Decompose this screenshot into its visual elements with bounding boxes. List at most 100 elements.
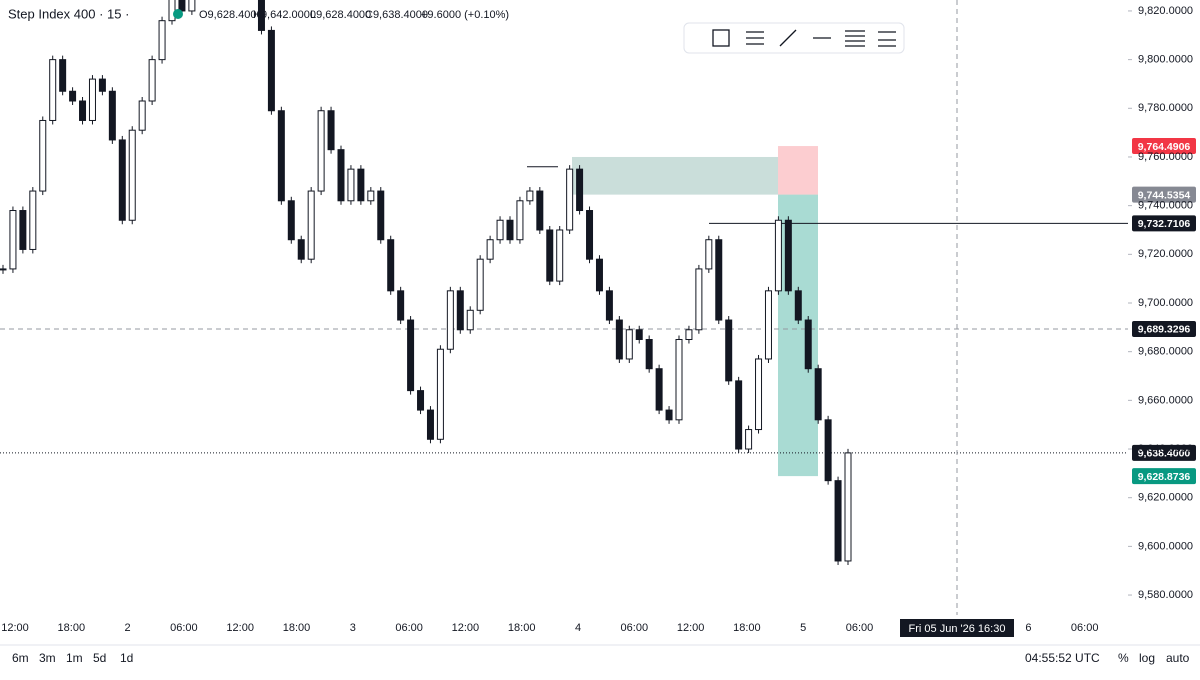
candle bbox=[178, 0, 186, 12]
candle bbox=[556, 229, 564, 282]
candle bbox=[88, 78, 96, 121]
y-tick-label: 9,620.0000 bbox=[1138, 492, 1193, 504]
range-button[interactable]: 1d bbox=[120, 651, 133, 665]
x-tick-label: 18:00 bbox=[508, 622, 536, 634]
candle bbox=[586, 210, 594, 260]
candle bbox=[655, 368, 663, 411]
range-button[interactable]: 5d bbox=[93, 651, 106, 665]
candle bbox=[516, 200, 524, 241]
y-tick-label: 9,760.0000 bbox=[1138, 151, 1193, 163]
candle bbox=[267, 29, 275, 112]
candle bbox=[526, 190, 534, 202]
candle bbox=[576, 168, 584, 212]
candle bbox=[367, 190, 375, 202]
tool-trend[interactable] bbox=[779, 29, 797, 47]
candle bbox=[784, 219, 792, 292]
log-toggle[interactable]: log bbox=[1139, 651, 1155, 665]
candle bbox=[735, 380, 743, 450]
candle bbox=[188, 0, 196, 12]
candle bbox=[546, 229, 554, 282]
candle bbox=[695, 268, 703, 331]
y-tick-label: 9,800.0000 bbox=[1138, 54, 1193, 66]
candle bbox=[625, 329, 633, 360]
tool-rect[interactable] bbox=[712, 29, 730, 47]
candle bbox=[675, 339, 683, 421]
price-tag bbox=[1132, 468, 1196, 485]
y-tick-label: 9,780.0000 bbox=[1138, 102, 1193, 114]
x-tick-label: 18:00 bbox=[733, 622, 761, 634]
candle bbox=[287, 200, 295, 241]
ohlc-high: H9,642.0000 bbox=[253, 9, 316, 21]
price-tag-label: 9,764.4906 bbox=[1138, 141, 1191, 153]
plot-area bbox=[0, 0, 1128, 615]
price-tag-label: 9,744.5354 bbox=[1138, 189, 1191, 201]
candle bbox=[98, 78, 106, 92]
range-button[interactable]: 3m bbox=[39, 651, 56, 665]
candle bbox=[745, 429, 753, 450]
price-tag bbox=[1132, 444, 1196, 461]
price-tag-label: 9,689.3296 bbox=[1138, 324, 1191, 336]
candle bbox=[128, 129, 136, 221]
x-tick-label: 5 bbox=[800, 622, 806, 634]
price-tag-label: 9,628.8736 bbox=[1138, 471, 1191, 483]
symbol: Step Index 400 · 15 · bbox=[8, 6, 129, 21]
stop-area bbox=[778, 146, 818, 195]
candle bbox=[417, 390, 425, 411]
price-tag-label: 9,732.7106 bbox=[1138, 218, 1191, 230]
candle bbox=[118, 139, 126, 221]
x-tick-label: 12:00 bbox=[452, 622, 480, 634]
candle bbox=[426, 409, 434, 440]
candle bbox=[0, 268, 7, 271]
candle bbox=[824, 419, 832, 482]
candle bbox=[59, 59, 67, 92]
candle bbox=[347, 168, 355, 202]
toolbar-box bbox=[683, 22, 905, 54]
ohlc-close: C9,638.4000 bbox=[365, 9, 428, 21]
tool-pitch[interactable] bbox=[878, 31, 896, 47]
candle bbox=[39, 119, 47, 192]
x-tick-label: 18:00 bbox=[283, 622, 311, 634]
candle bbox=[794, 290, 802, 321]
y-tick-label: 9,720.0000 bbox=[1138, 248, 1193, 260]
candle bbox=[327, 110, 335, 151]
y-tick-label: 9,700.0000 bbox=[1138, 297, 1193, 309]
candle bbox=[277, 110, 285, 202]
zone bbox=[572, 156, 778, 195]
x-tick-label: 2 bbox=[125, 622, 131, 634]
x-tick-label: 06:00 bbox=[170, 622, 198, 634]
x-tick-label: 06:00 bbox=[1071, 622, 1099, 634]
candle bbox=[9, 210, 17, 270]
range-button[interactable]: 1m bbox=[66, 651, 83, 665]
price-tag bbox=[1132, 215, 1196, 232]
candle bbox=[407, 319, 415, 392]
y-tick-label: 9,580.0000 bbox=[1138, 589, 1193, 601]
x-tick-label: 3 bbox=[350, 622, 356, 634]
candle bbox=[317, 110, 325, 192]
x-tick-label: 06:00 bbox=[621, 622, 649, 634]
ohlc-open: O9,628.4000 bbox=[199, 9, 263, 21]
candle bbox=[814, 368, 822, 421]
price-tag-label: 9,638.4000 bbox=[1138, 448, 1191, 460]
candle bbox=[79, 100, 87, 121]
auto-toggle[interactable]: auto bbox=[1166, 651, 1190, 665]
candle bbox=[466, 309, 474, 331]
x-tick-label: 6 bbox=[1025, 622, 1031, 634]
candle bbox=[496, 219, 504, 241]
tool-fib[interactable] bbox=[845, 30, 865, 47]
range-button[interactable]: 6m bbox=[12, 651, 29, 665]
tool-lines[interactable] bbox=[746, 31, 764, 45]
y-tick-label: 9,600.0000 bbox=[1138, 540, 1193, 552]
percent-toggle[interactable]: % bbox=[1118, 651, 1129, 665]
candle bbox=[108, 90, 116, 141]
price-tag bbox=[1132, 186, 1196, 203]
candle bbox=[456, 290, 464, 331]
y-tick-label: 9,680.0000 bbox=[1138, 346, 1193, 358]
x-tick-label: 06:00 bbox=[846, 622, 874, 634]
candle bbox=[377, 190, 385, 241]
candle bbox=[168, 0, 176, 22]
candle bbox=[69, 90, 77, 102]
candle bbox=[506, 219, 514, 241]
candle bbox=[685, 329, 693, 341]
candle bbox=[257, 0, 265, 31]
ohlc-change: +9.6000 (+0.10%) bbox=[421, 9, 509, 21]
